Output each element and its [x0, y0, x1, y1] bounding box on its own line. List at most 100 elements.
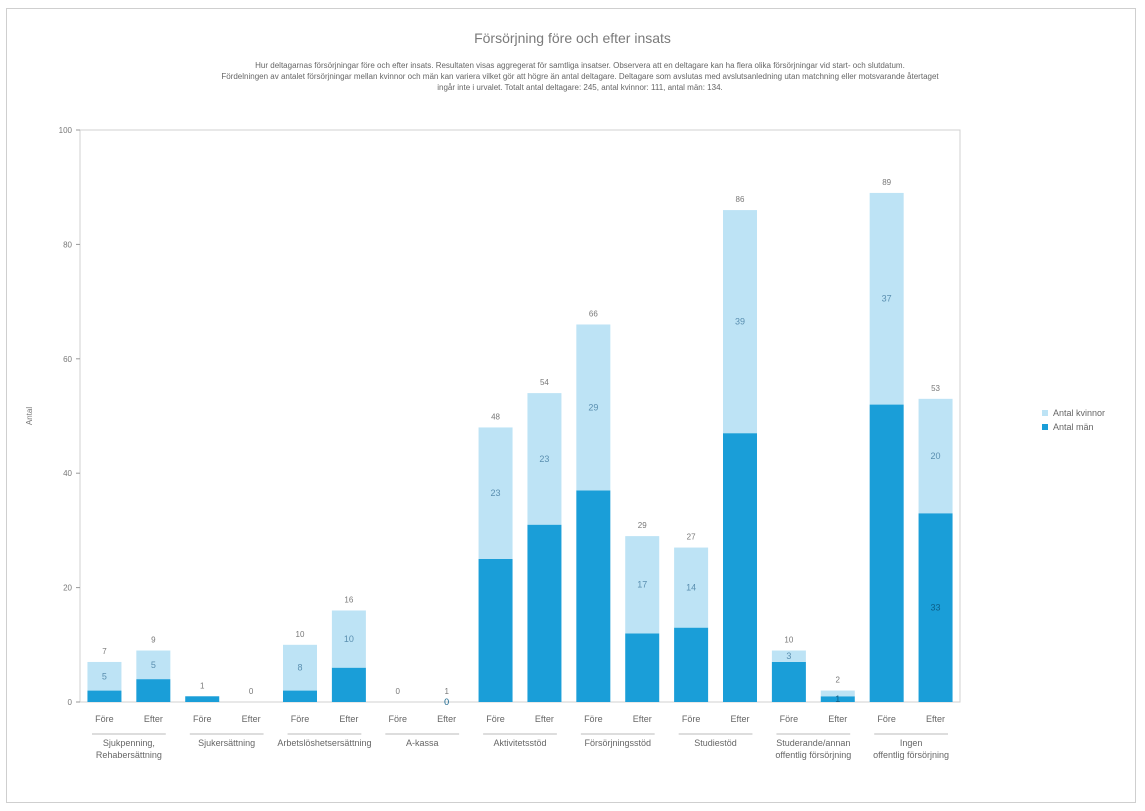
subtitle-line: Fördelningen av antalet försörjningar me…	[221, 72, 939, 81]
bar-women	[87, 661, 122, 691]
women-value-label: 29	[588, 402, 598, 412]
x-tick-label: Före	[584, 714, 603, 724]
total-label: 0	[396, 687, 401, 696]
total-label: 7	[102, 647, 107, 656]
y-tick-label: 60	[63, 355, 72, 364]
total-label: 10	[296, 630, 305, 639]
bar-men	[136, 679, 171, 702]
legend-label-men: Antal män	[1053, 422, 1094, 432]
x-tick-label: Efter	[535, 714, 554, 724]
bar-women	[527, 393, 562, 525]
total-label: 10	[784, 636, 793, 645]
chart-subtitle: Hur deltagarnas försörjningar före och e…	[70, 60, 1090, 93]
bar-women	[723, 210, 757, 434]
group-label: Aktivitetsstöd	[493, 738, 546, 748]
x-tick-label: Efter	[730, 714, 749, 724]
x-tick-label: Före	[95, 714, 114, 724]
group-label: Arbetslöshetsersättning	[277, 738, 371, 748]
bar-men	[478, 559, 513, 702]
legend-item-men[interactable]: Antal män	[1042, 420, 1105, 434]
group-label: A-kassa	[406, 738, 439, 748]
bar-men	[576, 490, 611, 702]
bar-men	[185, 696, 220, 702]
x-tick-label: Före	[291, 714, 310, 724]
total-label: 86	[736, 195, 745, 204]
bar-men	[331, 667, 366, 702]
bar-women	[136, 650, 171, 680]
bar-women	[576, 324, 611, 491]
total-label: 16	[344, 595, 353, 604]
y-tick-label: 80	[63, 240, 72, 249]
bar-men	[527, 524, 562, 702]
bar-women	[283, 644, 317, 691]
x-tick-label: Före	[193, 714, 212, 724]
women-value-label: 23	[491, 488, 501, 498]
bar-women	[771, 650, 806, 662]
bar-women	[820, 690, 855, 697]
total-label: 53	[931, 384, 940, 393]
bar-men	[87, 690, 122, 702]
bar-men	[283, 690, 317, 702]
women-value-label: 17	[637, 580, 647, 590]
subtitle-line: ingår inte i urvalet. Totalt antal delta…	[437, 83, 723, 92]
total-label: 66	[589, 309, 598, 318]
group-label: Sjukersättning	[198, 738, 255, 748]
legend-item-women[interactable]: Antal kvinnor	[1042, 406, 1105, 420]
x-tick-label: Efter	[437, 714, 456, 724]
x-tick-label: Före	[682, 714, 701, 724]
bar-men	[869, 404, 904, 702]
bar-women	[625, 536, 660, 634]
y-tick-label: 20	[63, 584, 72, 593]
total-label: 1	[200, 681, 205, 690]
x-tick-label: Efter	[242, 714, 261, 724]
women-value-label: 5	[151, 660, 156, 670]
bar-men	[918, 513, 953, 702]
women-value-label: 3	[786, 651, 791, 661]
chart-title: Försörjning före och efter insats	[474, 30, 671, 46]
bar-women	[918, 398, 953, 514]
x-tick-label: Efter	[828, 714, 847, 724]
group-label: Studiestöd	[694, 738, 737, 748]
bar-men	[820, 696, 855, 702]
women-value-label: 39	[735, 317, 745, 327]
women-value-label: 14	[686, 583, 696, 593]
total-label: 27	[687, 533, 696, 542]
men-value-label: 33	[931, 603, 941, 613]
x-tick-label: Efter	[339, 714, 358, 724]
group-label: Försörjningsstöd	[585, 738, 652, 748]
women-value-label: 10	[344, 634, 354, 644]
x-tick-label: Efter	[633, 714, 652, 724]
bar-men	[625, 633, 660, 702]
women-value-label: 5	[102, 671, 107, 681]
bar-women	[674, 547, 709, 628]
women-value-label: 8	[297, 663, 302, 673]
x-tick-label: Efter	[144, 714, 163, 724]
women-value-label: 23	[539, 454, 549, 464]
bar-women	[478, 427, 513, 559]
bar-men	[723, 433, 757, 702]
y-tick-label: 100	[59, 126, 73, 135]
group-label: Sjukpenning,	[103, 738, 155, 748]
total-label: 2	[836, 676, 841, 685]
bar-men	[771, 661, 806, 702]
y-axis-label: Antal	[25, 407, 34, 425]
total-label: 29	[638, 521, 647, 530]
x-tick-label: Före	[389, 714, 408, 724]
x-tick-label: Före	[486, 714, 505, 724]
total-label: 1	[444, 687, 449, 696]
women-value-label: 20	[931, 451, 941, 461]
subtitle-line: Hur deltagarnas försörjningar före och e…	[255, 61, 905, 70]
group-label: Rehabersättning	[96, 750, 162, 760]
total-label: 89	[882, 178, 891, 187]
total-label: 54	[540, 378, 549, 387]
total-label: 9	[151, 636, 156, 645]
total-label: 0	[249, 687, 254, 696]
men-value-label: 0	[444, 697, 449, 707]
y-tick-label: 0	[68, 698, 73, 707]
group-label: Ingen	[900, 738, 923, 748]
x-tick-label: Före	[877, 714, 896, 724]
men-value-label: 1	[835, 694, 840, 704]
group-label: offentlig försörjning	[775, 750, 851, 760]
legend-swatch-men	[1042, 424, 1048, 430]
